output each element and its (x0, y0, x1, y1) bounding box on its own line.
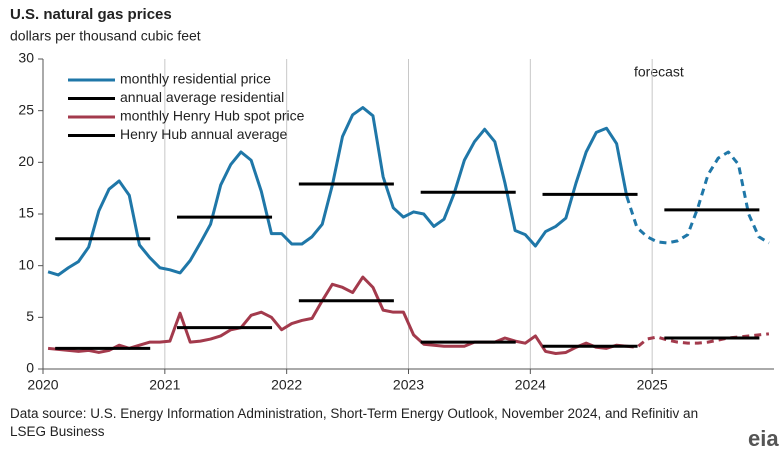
y-tick-label: 0 (26, 360, 34, 376)
chart-subtitle: dollars per thousand cubic feet (10, 28, 201, 44)
y-tick-label: 30 (18, 50, 34, 66)
y-tick-label: 20 (18, 153, 34, 169)
source-box: Data source: U.S. Energy Information Adm… (10, 406, 699, 439)
x-tick-label: 2025 (637, 377, 668, 393)
y-tick-label: 10 (18, 256, 34, 272)
x-tick-label: 2023 (393, 377, 424, 393)
series-line (47, 106, 629, 277)
logo: eia (748, 426, 779, 451)
legend-label: monthly Henry Hub spot price (120, 108, 305, 124)
y-tick-label: 5 (26, 308, 34, 324)
forecast-label: forecast (634, 64, 684, 80)
y-tick-label: 25 (18, 101, 34, 117)
x-tick-label: 2020 (27, 377, 58, 393)
x-tick-label: 2022 (271, 377, 302, 393)
series-line (626, 332, 770, 349)
x-tick-label: 2021 (149, 377, 180, 393)
legend-label: annual average residential (120, 89, 284, 105)
series-line (47, 275, 627, 355)
x-tick-label: 2024 (515, 377, 546, 393)
series-line (625, 150, 770, 245)
chart-title: U.S. natural gas prices (10, 6, 172, 23)
legend-label: monthly residential price (120, 71, 271, 87)
source: Data source: U.S. Energy Information Adm… (10, 406, 699, 439)
legend-label: Henry Hub annual average (120, 126, 288, 142)
y-tick-label: 15 (18, 205, 34, 221)
